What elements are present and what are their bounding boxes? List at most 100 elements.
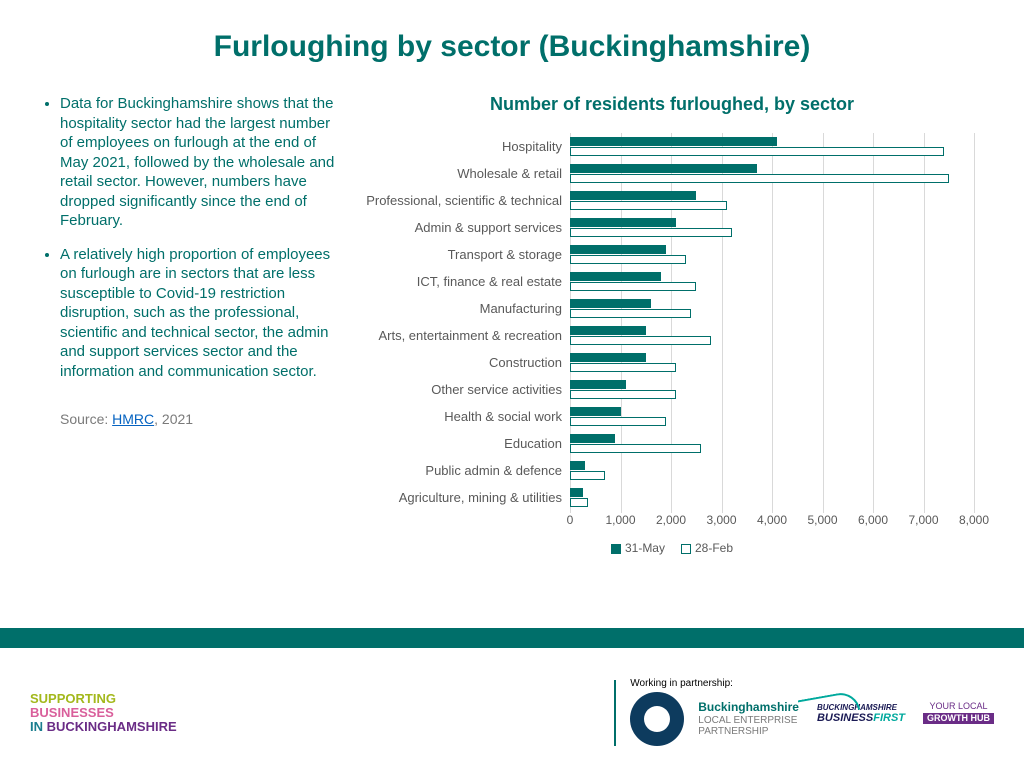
chart-row: Public admin & defence <box>570 457 974 484</box>
chart-row: ICT, finance & real estate <box>570 268 974 295</box>
category-label: Transport & storage <box>360 241 570 268</box>
category-label: Professional, scientific & technical <box>360 187 570 214</box>
chart-row: Transport & storage <box>570 241 974 268</box>
bar-feb <box>570 309 691 318</box>
category-label: Agriculture, mining & utilities <box>360 484 570 511</box>
slide: Furloughing by sector (Buckinghamshire) … <box>0 0 1024 768</box>
legend-label: 28-Feb <box>695 541 733 555</box>
bar-may <box>570 461 585 470</box>
bullet-item: A relatively high proportion of employee… <box>60 245 340 382</box>
bar-may <box>570 326 646 335</box>
x-axis: 01,0002,0003,0004,0005,0006,0007,0008,00… <box>570 513 974 535</box>
logo-line: IN BUCKINGHAMSHIRE <box>30 720 177 734</box>
bar-may <box>570 407 621 416</box>
legend-swatch-icon <box>681 544 691 554</box>
x-tick-label: 7,000 <box>908 513 938 527</box>
category-label: ICT, finance & real estate <box>360 268 570 295</box>
category-label: Education <box>360 430 570 457</box>
bar-may <box>570 434 615 443</box>
partner-label: Working in partnership: <box>630 678 733 689</box>
logo-line: YOUR LOCAL <box>923 702 994 712</box>
legend-item: 28-Feb <box>681 541 733 555</box>
lep-logo: Buckinghamshire LOCAL ENTERPRISE PARTNER… <box>698 701 799 736</box>
category-label: Construction <box>360 349 570 376</box>
bar-feb <box>570 498 588 507</box>
bar-feb <box>570 174 949 183</box>
bar-may <box>570 245 666 254</box>
category-label: Hospitality <box>360 133 570 160</box>
category-label: Other service activities <box>360 376 570 403</box>
category-label: Arts, entertainment & recreation <box>360 322 570 349</box>
bar-feb <box>570 417 666 426</box>
category-label: Public admin & defence <box>360 457 570 484</box>
legend-item: 31-May <box>611 541 665 555</box>
legend-swatch-icon <box>611 544 621 554</box>
category-label: Wholesale & retail <box>360 160 570 187</box>
logo-strip: SUPPORTING BUSINESSES IN BUCKINGHAMSHIRE… <box>0 658 1024 768</box>
chart-row: Hospitality <box>570 133 974 160</box>
x-tick-label: 2,000 <box>656 513 686 527</box>
x-tick-label: 0 <box>567 513 574 527</box>
logo-line: GROWTH HUB <box>923 713 994 725</box>
source-link[interactable]: HMRC <box>112 411 154 427</box>
bullet-list: Data for Buckinghamshire shows that the … <box>40 94 340 381</box>
bar-may <box>570 164 757 173</box>
chart-title: Number of residents furloughed, by secto… <box>360 94 984 115</box>
bar-may <box>570 191 696 200</box>
category-label: Manufacturing <box>360 295 570 322</box>
bar-feb <box>570 390 676 399</box>
bar-feb <box>570 444 701 453</box>
bar-may <box>570 299 651 308</box>
logo-line: LOCAL ENTERPRISE <box>698 715 799 726</box>
legend-label: 31-May <box>625 541 665 555</box>
content-area: Data for Buckinghamshire shows that the … <box>0 64 1024 555</box>
x-tick-label: 8,000 <box>959 513 989 527</box>
chart-row: Professional, scientific & technical <box>570 187 974 214</box>
bar-feb <box>570 363 676 372</box>
right-column: Number of residents furloughed, by secto… <box>360 94 984 555</box>
chart-row: Arts, entertainment & recreation <box>570 322 974 349</box>
bar-may <box>570 218 676 227</box>
bar-may <box>570 380 626 389</box>
supporting-businesses-logo: SUPPORTING BUSINESSES IN BUCKINGHAMSHIRE <box>30 692 177 735</box>
left-column: Data for Buckinghamshire shows that the … <box>40 94 360 555</box>
x-tick-label: 5,000 <box>807 513 837 527</box>
category-label: Admin & support services <box>360 214 570 241</box>
bar-chart: HospitalityWholesale & retailProfessiona… <box>360 133 984 555</box>
partner-wrap: Working in partnership: Buckinghamshire … <box>614 680 799 746</box>
category-label: Health & social work <box>360 403 570 430</box>
x-tick-label: 1,000 <box>605 513 635 527</box>
bullet-item: Data for Buckinghamshire shows that the … <box>60 94 340 231</box>
bar-feb <box>570 201 727 210</box>
x-tick-label: 6,000 <box>858 513 888 527</box>
bar-feb <box>570 282 696 291</box>
logo-line: PARTNERSHIP <box>698 726 799 737</box>
source-suffix: , 2021 <box>154 411 193 427</box>
chart-row: Construction <box>570 349 974 376</box>
bar-feb <box>570 228 732 237</box>
legend: 31-May 28-Feb <box>360 541 984 555</box>
chart-row: Agriculture, mining & utilities <box>570 484 974 511</box>
growth-hub-logo: YOUR LOCAL GROWTH HUB <box>923 702 994 725</box>
logo-line: SUPPORTING <box>30 692 177 706</box>
bar-feb <box>570 255 686 264</box>
source-prefix: Source: <box>60 411 112 427</box>
chart-row: Admin & support services <box>570 214 974 241</box>
bar-feb <box>570 471 605 480</box>
chart-row: Other service activities <box>570 376 974 403</box>
partner-logos: Working in partnership: Buckinghamshire … <box>614 680 994 746</box>
logo-line: FIRST <box>873 712 905 724</box>
bars-layer: HospitalityWholesale & retailProfessiona… <box>570 133 974 513</box>
chart-row: Wholesale & retail <box>570 160 974 187</box>
plot-area: HospitalityWholesale & retailProfessiona… <box>570 133 974 513</box>
chart-row: Education <box>570 430 974 457</box>
logo-line: Buckinghamshire <box>698 701 799 714</box>
grid-line <box>974 133 975 513</box>
bar-feb <box>570 336 711 345</box>
x-tick-label: 4,000 <box>757 513 787 527</box>
council-seal-icon <box>630 692 684 746</box>
business-first-logo: BUCKINGHAMSHIRE BUSINESSFIRST <box>817 703 905 724</box>
bar-feb <box>570 147 944 156</box>
bar-may <box>570 488 583 497</box>
x-tick-label: 3,000 <box>706 513 736 527</box>
